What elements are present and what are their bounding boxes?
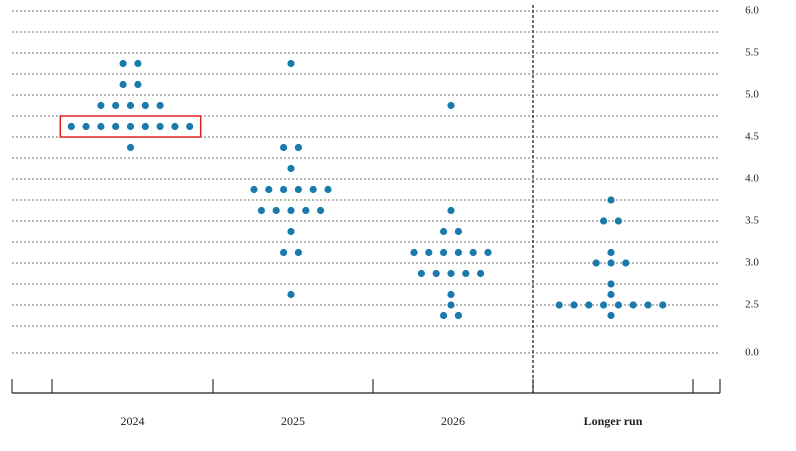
dot	[607, 248, 615, 257]
x-tick-label: Longer run	[584, 414, 643, 428]
dot	[309, 185, 317, 194]
dot	[141, 101, 149, 110]
dot	[302, 206, 310, 215]
y-tick-label: 5.5	[745, 47, 759, 59]
y-tick-label: 3.0	[745, 257, 759, 269]
dot	[280, 185, 288, 194]
dot	[592, 259, 600, 267]
dot	[454, 311, 462, 320]
dot	[447, 301, 455, 309]
dot	[265, 185, 273, 194]
dot	[250, 185, 258, 194]
dot	[280, 143, 288, 152]
dot	[287, 290, 295, 299]
dot	[585, 301, 593, 309]
dot	[614, 301, 623, 309]
dot	[97, 122, 105, 131]
dot	[447, 269, 455, 278]
dot	[607, 280, 615, 288]
dot	[257, 206, 265, 215]
y-tick-label: 2.5	[745, 299, 759, 311]
y-tick-label: 5.0	[745, 89, 759, 101]
dot	[82, 122, 90, 131]
dot	[622, 259, 630, 267]
dot	[607, 259, 615, 267]
dot	[454, 227, 462, 236]
dot	[294, 185, 302, 194]
dot	[484, 248, 492, 257]
dot	[156, 122, 164, 131]
x-tick-label: 2026	[441, 414, 465, 428]
dot	[119, 80, 127, 89]
dot	[447, 101, 455, 110]
dot	[607, 196, 615, 204]
dot	[410, 248, 418, 257]
dot	[67, 122, 75, 131]
dot	[317, 206, 325, 215]
dot	[134, 59, 142, 68]
dot	[440, 248, 448, 257]
dot	[614, 217, 623, 225]
dot	[447, 290, 455, 299]
dot	[126, 101, 135, 110]
dot	[126, 143, 135, 152]
dot	[134, 80, 142, 89]
dot	[119, 59, 127, 68]
y-tick-label: 0.0	[745, 347, 759, 359]
dot	[97, 101, 105, 110]
dot	[287, 164, 295, 173]
dot	[287, 227, 295, 236]
dot	[555, 301, 563, 309]
dot	[126, 122, 135, 131]
dot	[417, 269, 425, 278]
dot	[644, 301, 652, 309]
x-tick-label: 2024	[121, 414, 145, 428]
dot	[287, 206, 295, 215]
dot	[477, 269, 485, 278]
dot	[171, 122, 179, 131]
dot	[469, 248, 477, 257]
dot	[440, 227, 448, 236]
dot	[570, 301, 578, 309]
dot	[659, 301, 667, 309]
dot	[186, 122, 194, 131]
dot	[112, 122, 120, 131]
dot	[112, 101, 120, 110]
dot	[607, 290, 615, 299]
dot	[287, 59, 295, 68]
dot	[425, 248, 433, 257]
dot	[462, 269, 470, 278]
dot	[156, 101, 164, 110]
dot	[440, 311, 448, 320]
dot	[454, 248, 462, 257]
dot	[272, 206, 280, 215]
dot	[600, 301, 608, 309]
y-tick-label: 4.5	[745, 131, 759, 143]
y-tick-label: 3.5	[745, 215, 759, 227]
dot	[629, 301, 637, 309]
dot	[294, 248, 302, 257]
dot	[294, 143, 302, 152]
y-tick-label: 4.0	[745, 173, 759, 185]
dot	[600, 217, 608, 225]
dot	[141, 122, 149, 131]
dot	[432, 269, 440, 278]
dot	[324, 185, 332, 194]
dot	[607, 311, 615, 320]
dot	[280, 248, 288, 257]
highlight-box	[59, 115, 202, 138]
x-tick-label: 2025	[281, 414, 305, 428]
y-tick-label: 6.0	[745, 5, 759, 17]
dot	[447, 206, 455, 215]
